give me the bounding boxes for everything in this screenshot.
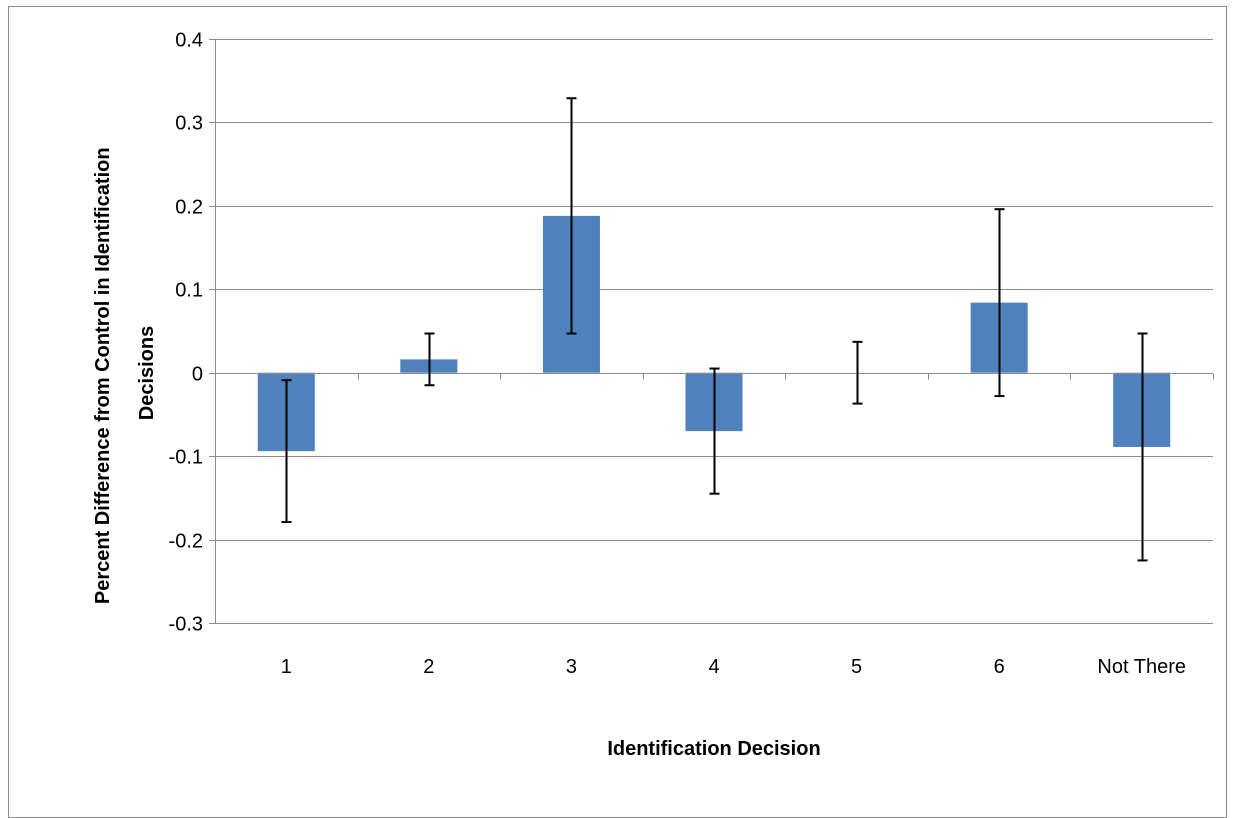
error-bar [424, 332, 435, 387]
error-bar [994, 208, 1005, 398]
y-tick-label: -0.2 [169, 531, 203, 553]
y-tick-label: -0.1 [169, 447, 203, 469]
y-tick-label: 0.4 [175, 30, 203, 52]
error-bar [709, 367, 720, 495]
x-tick-label: 5 [851, 656, 862, 678]
y-tick-label: 0.3 [175, 113, 203, 135]
tick-labels: -0.3 -0.2 -0.1 0 0.1 0.2 0.3 0.4 1 2 3 4 5 6 Not There [169, 30, 1186, 679]
y-axis-title: Percent Difference from Control in Ident… [92, 142, 158, 604]
y-tick-label: 0 [192, 364, 203, 386]
y-axis-title-line-2: Decisions [136, 326, 158, 420]
chart-frame [8, 6, 1227, 818]
x-tick-label: Not There [1097, 656, 1186, 678]
error-bar [281, 379, 292, 524]
y-tick-label: 0.2 [175, 197, 203, 219]
x-tick-label: 6 [994, 656, 1005, 678]
gridlines [215, 39, 1213, 624]
y-tick-label: -0.3 [169, 614, 203, 636]
x-tick-label: 4 [708, 656, 719, 678]
x-tick-label: 2 [423, 656, 434, 678]
x-tick-label: 3 [566, 656, 577, 678]
error-bar [566, 97, 577, 335]
y-axis-title-line-1: Percent Difference from Control in Ident… [92, 147, 114, 604]
error-bar [852, 340, 863, 405]
error-bar [1137, 332, 1148, 562]
y-tick-label: 0.1 [175, 280, 203, 302]
axes [209, 39, 1214, 624]
x-tick-label: 1 [281, 656, 292, 678]
error-bars [281, 97, 1148, 562]
x-axis-title: Identification Decision [607, 738, 820, 760]
